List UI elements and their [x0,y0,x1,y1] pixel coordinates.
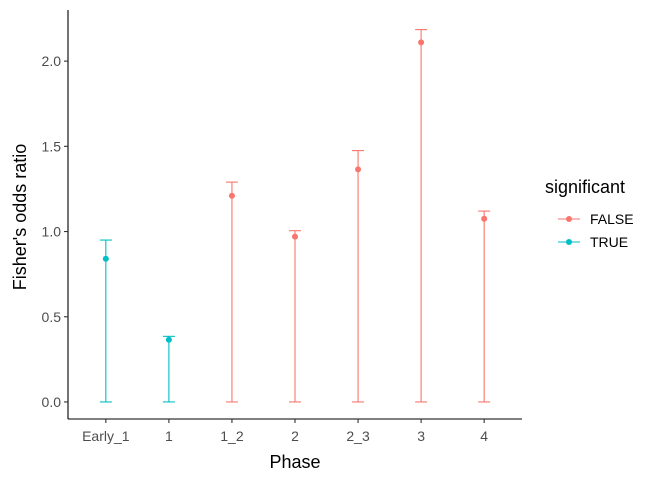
x-tick-label: 1_2 [220,428,244,444]
data-point [165,336,172,343]
legend-key-point [566,216,572,222]
data-point [418,39,425,46]
x-tick-label: 3 [417,428,425,444]
y-tick-label: 2.0 [42,53,62,69]
x-tick-label: 2 [291,428,299,444]
y-tick-label: 0.0 [42,394,62,410]
x-tick-label: 4 [480,428,488,444]
x-tick-label: 1 [165,428,173,444]
plot-marks [99,29,491,403]
legend-label: TRUE [590,234,628,250]
legend-title: significant [545,177,625,197]
data-point [292,233,298,240]
y-tick-label: 0.5 [42,309,62,325]
data-point [102,255,109,262]
y-tick-label: 1.5 [42,138,62,154]
errorbar-group [478,210,491,403]
x-axis-title: Phase [269,452,320,472]
y-axis-title: Fisher's odds ratio [10,144,30,291]
x-tick-label: 2_3 [346,428,370,444]
errorbar-group [225,181,238,403]
data-point [481,215,488,222]
legend: significant FALSE TRUE [545,177,634,250]
errorbar-group [289,230,301,403]
x-axis-ticks: Early_1 1 1_2 2 2_3 3 4 [82,419,488,444]
errorbar-group [415,29,428,403]
x-tick-label: Early_1 [82,428,130,444]
data-point [228,192,235,199]
y-axis-ticks: 0.0 0.5 1.0 1.5 2.0 [42,53,68,410]
legend-key-point [566,239,572,245]
y-tick-label: 1.0 [42,224,62,240]
errorbar-group [352,150,365,403]
legend-entry: TRUE [558,234,628,250]
errorbar-group [99,239,112,403]
legend-entries: FALSE TRUE [558,211,634,250]
legend-entry: FALSE [558,211,634,227]
errorbar-group [162,335,175,403]
legend-label: FALSE [590,211,634,227]
data-point [355,166,362,173]
